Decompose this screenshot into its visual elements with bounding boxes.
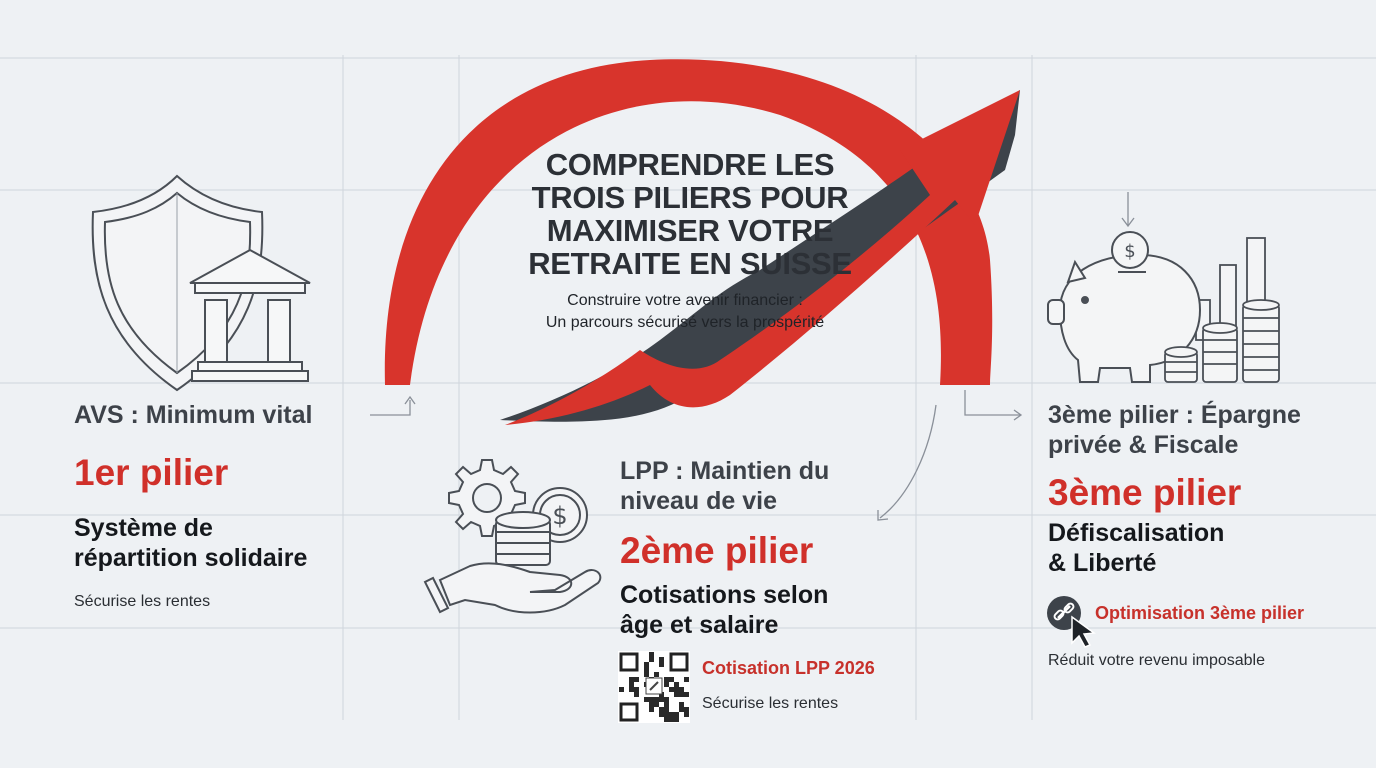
qr-module <box>649 702 654 707</box>
qr-module <box>669 687 674 692</box>
pillar1-desc-line-1: Système de <box>74 514 213 542</box>
pillar1-heading: AVS : Minimum vital <box>74 401 313 429</box>
qr-code-icon <box>618 651 690 723</box>
connector-arrows <box>370 192 1135 521</box>
qr-module <box>684 707 689 712</box>
qr-module <box>649 707 654 712</box>
pillar3-desc-line-1: Défiscalisation <box>1048 519 1225 547</box>
qr-module <box>679 707 684 712</box>
pillar3-heading-line-1: 3ème pilier : Épargne <box>1048 401 1301 429</box>
qr-module <box>684 712 689 717</box>
qr-module <box>669 712 674 717</box>
qr-module <box>664 712 669 717</box>
qr-module <box>664 707 669 712</box>
qr-module <box>669 717 674 722</box>
qr-module <box>659 657 664 662</box>
qr-module <box>649 652 654 657</box>
qr-module <box>634 687 639 692</box>
subtitle-line-1: Construire votre avenir financier : <box>567 292 803 309</box>
qr-module <box>679 702 684 707</box>
pillar3-desc-line-2: & Liberté <box>1048 549 1157 577</box>
qr-module <box>659 707 664 712</box>
qr-module <box>659 662 664 667</box>
pillar1-description: Système de répartition solidaire <box>74 513 307 573</box>
pillar3-link[interactable]: Optimisation 3ème pilier <box>1095 603 1305 623</box>
growth-arrow-icon <box>384 59 1020 425</box>
grid-lines <box>0 55 1376 720</box>
qr-module <box>664 702 669 707</box>
subtitle-line-2: Un parcours sécurisé vers la prospérité <box>545 314 825 331</box>
qr-module <box>634 692 639 697</box>
qr-module <box>644 662 649 667</box>
qr-module <box>659 697 664 702</box>
pillar1-name: 1er pilier <box>74 452 229 493</box>
qr-module <box>654 672 659 677</box>
qr-module <box>644 667 649 672</box>
qr-module <box>654 702 659 707</box>
coin-stack-icon <box>495 511 551 566</box>
pillar3-heading-line-2: privée & Fiscale <box>1048 431 1239 459</box>
pillar3-name: 3ème pilier <box>1048 472 1242 513</box>
pillar2-heading-line-2: niveau de vie <box>620 487 778 515</box>
qr-module <box>629 677 634 682</box>
qr-module <box>674 682 679 687</box>
qr-module <box>629 682 634 687</box>
pillar2-description: Cotisations selon âge et salaire <box>620 580 828 640</box>
hand-icon <box>423 562 602 614</box>
pillar3-note: Réduit votre revenu imposable <box>1048 652 1266 669</box>
qr-module <box>629 687 634 692</box>
qr-module <box>664 677 669 682</box>
page-title: Comprendre les trois piliers pour maximi… <box>528 147 852 281</box>
qr-module <box>634 677 639 682</box>
dollar-coin-icon: $ <box>1111 231 1149 269</box>
qr-module <box>654 697 659 702</box>
svg-text:$: $ <box>1124 241 1135 262</box>
pillar2-link[interactable]: Cotisation LPP 2026 <box>702 658 875 678</box>
qr-module <box>664 682 669 687</box>
qr-module <box>674 717 679 722</box>
pillar2-heading: LPP : Maintien du niveau de vie <box>620 456 829 516</box>
bank-building-icon <box>189 248 311 382</box>
qr-module <box>659 712 664 717</box>
pillar2-desc-line-2: âge et salaire <box>620 611 779 639</box>
pillar3-heading: 3ème pilier : Épargne privée & Fiscale <box>1048 400 1301 460</box>
svg-text:$: $ <box>552 502 567 530</box>
pillar2-note: Sécurise les rentes <box>702 695 839 712</box>
qr-module <box>674 692 679 697</box>
pillar3-description: Défiscalisation & Liberté <box>1048 518 1224 578</box>
cursor-icon <box>1071 615 1097 648</box>
qr-module <box>684 692 689 697</box>
qr-module <box>669 677 674 682</box>
qr-module <box>664 717 669 722</box>
qr-module <box>679 692 684 697</box>
qr-module <box>649 657 654 662</box>
qr-module <box>674 712 679 717</box>
qr-module <box>619 687 624 692</box>
qr-module <box>649 697 654 702</box>
page-subtitle: Construire votre avenir financier : Un p… <box>490 290 880 334</box>
pillar2-heading-line-1: LPP : Maintien du <box>620 457 830 485</box>
qr-module <box>679 687 684 692</box>
qr-module <box>644 697 649 702</box>
pillar2-desc-line-1: Cotisations selon <box>620 581 829 609</box>
pillar1-note: Sécurise les rentes <box>74 593 211 610</box>
pillar1-desc-line-2: répartition solidaire <box>74 544 308 572</box>
qr-module <box>644 672 649 677</box>
qr-module <box>674 687 679 692</box>
qr-module <box>684 677 689 682</box>
pillar2-name: 2ème pilier <box>620 530 814 571</box>
coin-stack-icon <box>1164 299 1280 383</box>
qr-module <box>664 697 669 702</box>
